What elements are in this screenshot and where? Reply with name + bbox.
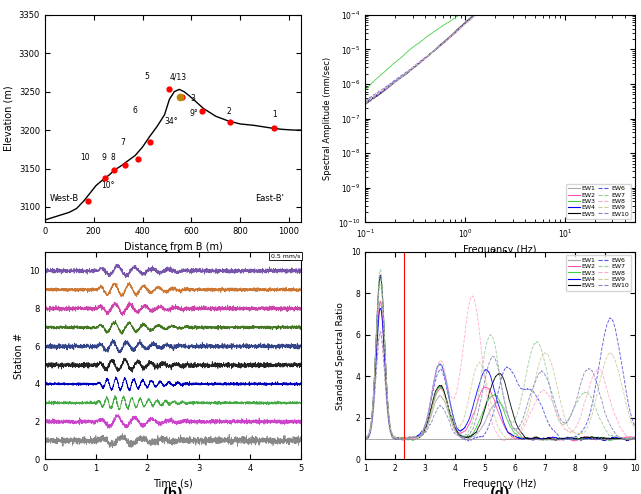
- Legend: EW1, EW2, EW3, EW4, EW5, EW6, EW7, EW8, EW9, EW10: EW1, EW2, EW3, EW4, EW5, EW6, EW7, EW8, …: [566, 184, 631, 219]
- Text: 9: 9: [102, 153, 106, 163]
- Text: 7: 7: [120, 138, 125, 147]
- X-axis label: Frequency (Hz): Frequency (Hz): [463, 245, 537, 255]
- Text: 9°: 9°: [190, 109, 198, 118]
- X-axis label: Distance from B (m): Distance from B (m): [124, 242, 222, 252]
- Legend: EW1, EW2, EW3, EW4, EW5, EW6, EW7, EW8, EW9, EW10: EW1, EW2, EW3, EW4, EW5, EW6, EW7, EW8, …: [566, 255, 631, 290]
- Text: 10°: 10°: [101, 181, 115, 191]
- Text: (d): (d): [490, 487, 510, 494]
- Y-axis label: Standard Spectral Ratio: Standard Spectral Ratio: [337, 302, 345, 410]
- Text: 8: 8: [110, 153, 115, 163]
- Text: 3: 3: [191, 94, 196, 103]
- Text: East-B': East-B': [255, 194, 284, 203]
- Text: 4/13: 4/13: [170, 73, 187, 82]
- X-axis label: Time (s): Time (s): [153, 479, 193, 489]
- Text: 0.5 mm/s: 0.5 mm/s: [271, 253, 301, 258]
- Y-axis label: Station #: Station #: [14, 332, 24, 379]
- Text: 2: 2: [227, 107, 231, 116]
- Text: (b): (b): [163, 487, 183, 494]
- Text: (c): (c): [490, 249, 510, 263]
- Text: 1: 1: [272, 110, 278, 119]
- Text: 5: 5: [144, 72, 149, 81]
- Text: West-B: West-B: [49, 194, 78, 203]
- Y-axis label: Elevation (m): Elevation (m): [3, 86, 13, 151]
- Y-axis label: Spectral Amplitude (mm/sec): Spectral Amplitude (mm/sec): [323, 57, 332, 180]
- Text: 6: 6: [132, 106, 137, 115]
- Text: 34°: 34°: [164, 117, 178, 126]
- X-axis label: Frequency (Hz): Frequency (Hz): [463, 479, 537, 489]
- Text: (a): (a): [163, 249, 183, 263]
- Text: 10: 10: [80, 153, 90, 163]
